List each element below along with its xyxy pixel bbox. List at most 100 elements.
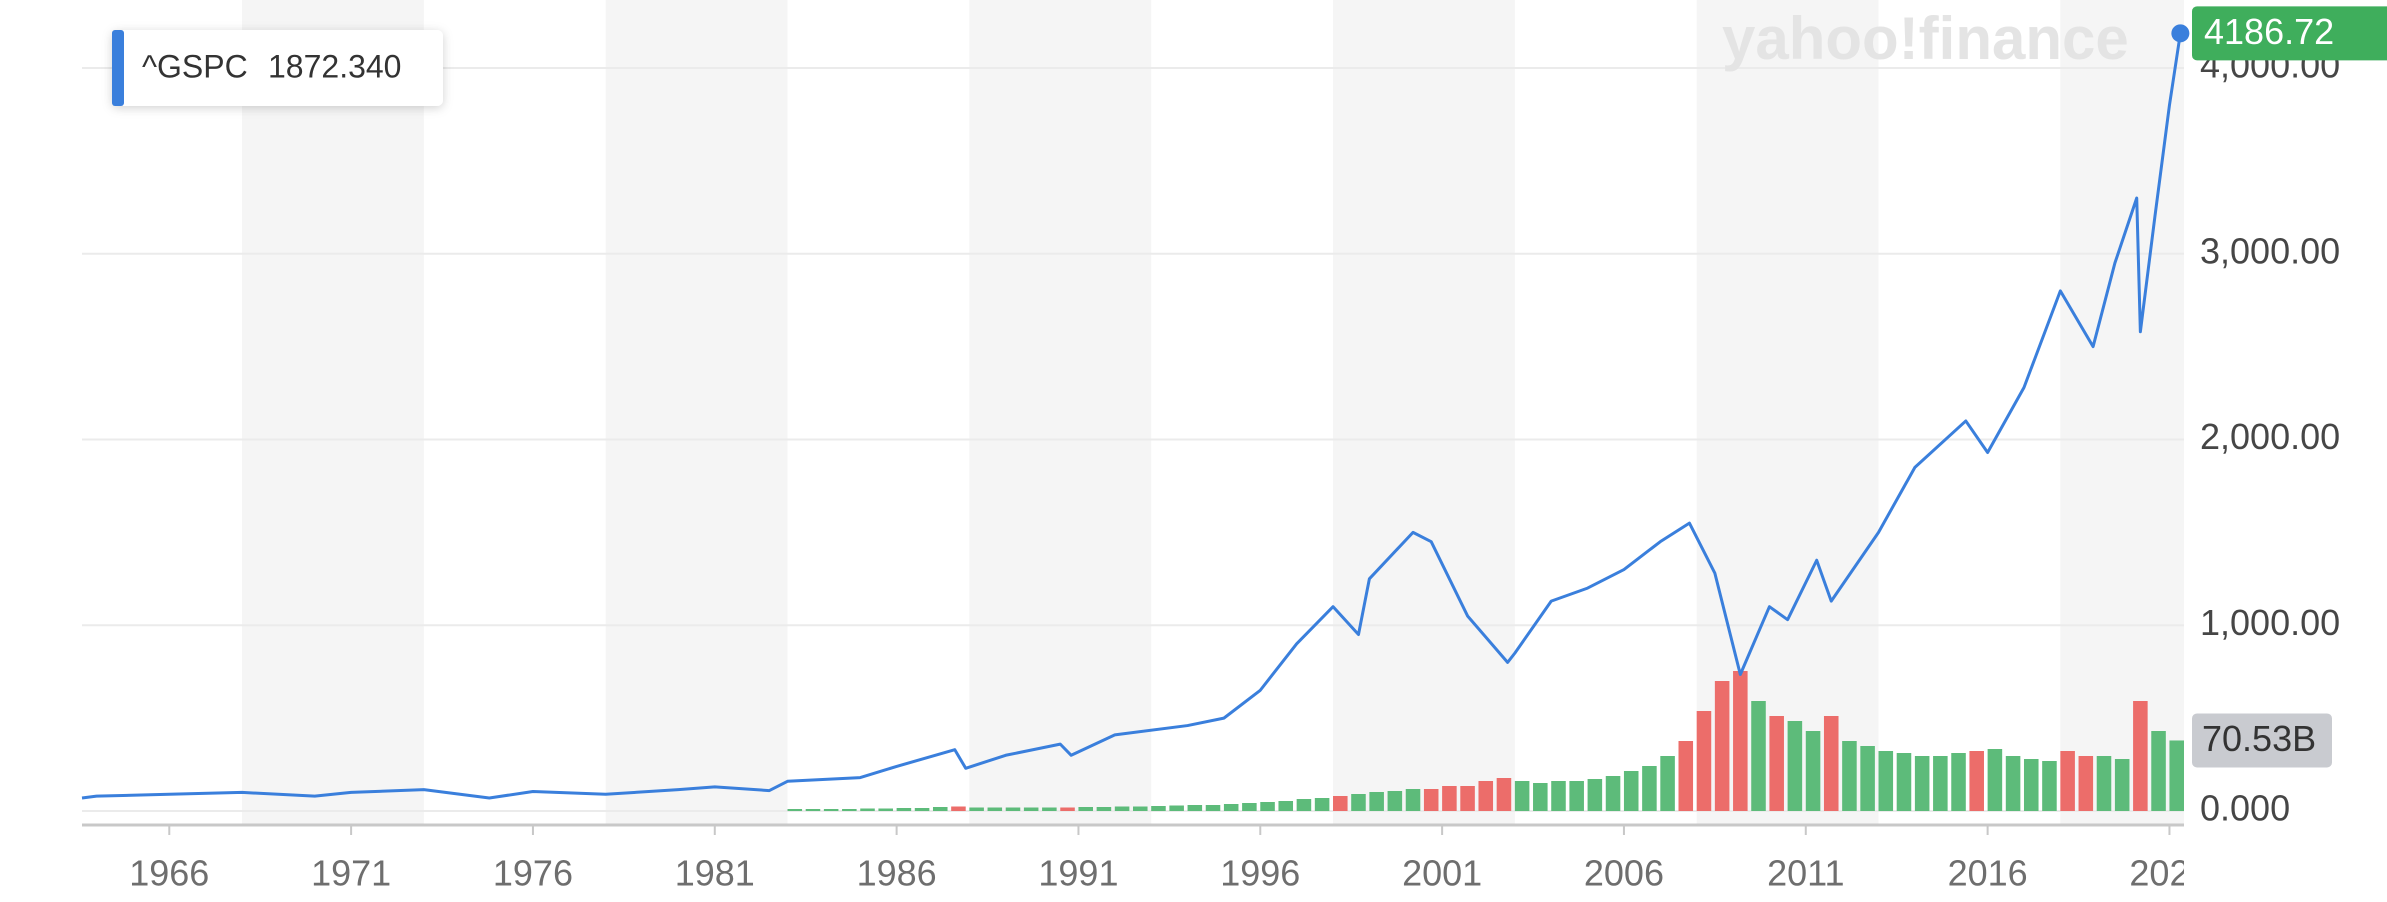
volume-bar: [1351, 794, 1366, 811]
volume-bar: [823, 809, 839, 811]
volume-bar: [1605, 776, 1621, 811]
price-line: [81, 33, 2182, 800]
volume-bar: [1078, 807, 1093, 811]
volume-bar: [1769, 716, 1784, 811]
volume-bar: [2042, 761, 2057, 811]
volume-bar: [2169, 740, 2184, 811]
y-tick-label: 3,000.00: [2200, 230, 2340, 271]
x-tick-label: 2006: [1584, 853, 1664, 894]
volume-bar: [1496, 778, 1512, 811]
volume-bar: [1296, 799, 1312, 811]
bands: [242, 0, 2184, 825]
volume-bar: [1042, 807, 1057, 811]
tooltip-symbol: ^GSPC: [142, 48, 248, 84]
volume-bar: [1751, 701, 1766, 811]
axes: 1966 1971 1976 1981 1986 1991 1996 2001 2006 2011…: [82, 823, 2209, 894]
volume-bar: [1569, 781, 1584, 811]
x-tick-label: 2011: [1767, 853, 1844, 894]
volume-bar: [2114, 759, 2130, 811]
band: [2060, 0, 2184, 825]
volume-bar: [1223, 804, 1239, 811]
volume-bar: [1205, 805, 1221, 811]
volume-bar: [1005, 807, 1021, 811]
volume-bar: [1696, 711, 1712, 811]
volume-bar: [878, 808, 893, 811]
volume-bar: [842, 809, 857, 811]
volume-bar: [2005, 756, 2021, 811]
x-tick-label: 1966: [129, 853, 209, 894]
volume-bar: [1623, 771, 1639, 811]
volume-bar: [1023, 807, 1039, 811]
tooltip-strip: [112, 30, 124, 106]
x-tick-label: 2001: [1402, 853, 1482, 894]
volume-bar: [2133, 701, 2148, 811]
volume-bar: [1369, 792, 1384, 811]
volume-bar: [1423, 789, 1439, 811]
x-tick-label: 2021: [2129, 853, 2209, 894]
volume-bar: [1169, 805, 1184, 811]
volume-bar: [914, 808, 930, 811]
volume-bar: [1114, 806, 1130, 811]
band: [242, 0, 424, 825]
volume-bar: [1460, 786, 1475, 811]
volume-bar: [860, 808, 875, 811]
volume-bar: [1987, 749, 2003, 811]
volume-bar: [1860, 746, 1875, 811]
tooltip-box: [112, 30, 443, 106]
volume-bar: [805, 809, 821, 811]
volume-bar: [951, 806, 966, 811]
y-tick-label: 0.000: [2200, 788, 2290, 829]
volume-bar: [1933, 756, 1948, 811]
price-label: 4186.72: [2204, 11, 2334, 52]
volume-bar: [1514, 781, 1530, 811]
y-tick-label: 2,000.00: [2200, 416, 2340, 457]
x-tick-label: 1986: [857, 853, 937, 894]
volume-bar: [2096, 756, 2112, 811]
volume-bar: [1533, 783, 1548, 811]
volume-bar: [896, 808, 912, 811]
volume-bar: [1096, 807, 1112, 811]
volume-bar: [2078, 756, 2094, 811]
tooltip-value: 1872.340: [268, 48, 401, 84]
volume-bar: [1333, 796, 1348, 811]
volume-bar: [1151, 806, 1166, 811]
volume-bar: [1823, 716, 1839, 811]
volume-bar: [1842, 741, 1857, 811]
volume-bar: [1642, 766, 1657, 811]
volume-bar: [1187, 805, 1203, 811]
volume-bar: [1133, 806, 1148, 811]
volume-bar: [1787, 721, 1803, 811]
x-tick-label: 1971: [311, 853, 391, 894]
x-tick-label: 1981: [675, 853, 755, 894]
price-label-box: [2192, 6, 2387, 61]
volume-label: 70.53B: [2202, 718, 2316, 759]
price-line: [81, 33, 2182, 800]
volume-bar: [2023, 759, 2039, 811]
volume-bar: [1587, 779, 1603, 811]
volume-bar: [1060, 807, 1075, 811]
watermark: yahoo!finance: [1722, 5, 2129, 72]
volume-bar: [1314, 798, 1330, 811]
volume-bar: [1242, 803, 1257, 811]
y-tick-label: 1,000.00: [2200, 602, 2340, 643]
volume-bar: [1914, 756, 1930, 811]
volume-bar: [1951, 753, 1966, 811]
volume-bar: [932, 807, 948, 811]
volume-bar: [1551, 781, 1566, 811]
volume-bar: [1660, 756, 1675, 811]
band: [1333, 0, 1515, 825]
tooltip: ^GSPC 1872.340: [112, 30, 443, 106]
volume-bar: [1405, 789, 1421, 811]
volume-bars: [787, 671, 2184, 811]
volume-bar: [969, 807, 984, 811]
volume-bar: [2060, 751, 2075, 811]
volume-label-box: [2192, 713, 2332, 768]
volume-bar: [1260, 802, 1275, 811]
x-tick-label: 1996: [1220, 853, 1300, 894]
volume-bar: [787, 809, 803, 811]
volume-bar: [1878, 751, 1894, 811]
x-tick-label: 2016: [1948, 853, 2028, 894]
x-tick-label: 1976: [493, 853, 573, 894]
